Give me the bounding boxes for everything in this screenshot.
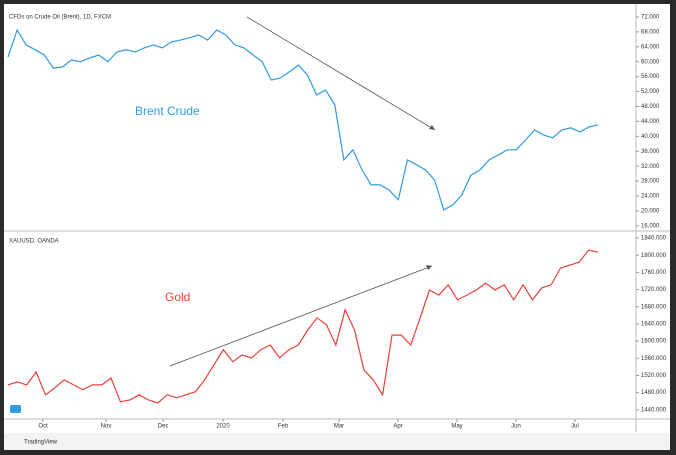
y-tick-label: 56.000 bbox=[641, 74, 660, 80]
y-tick-label: 72.000 bbox=[641, 15, 660, 21]
series-label: Gold bbox=[165, 290, 190, 304]
y-tick-label: 1520.000 bbox=[641, 373, 667, 379]
x-tick-label: Jun bbox=[511, 424, 521, 430]
y-tick-label: 32.000 bbox=[641, 164, 660, 170]
x-tick-label: Feb bbox=[278, 424, 289, 430]
y-tick-label: 1680.000 bbox=[641, 304, 667, 310]
x-tick-label: May bbox=[451, 424, 462, 430]
pane-title: XAUUSD, OANDA bbox=[9, 239, 59, 245]
y-tick-label: 48.000 bbox=[641, 104, 660, 110]
y-tick-label: 1840.000 bbox=[641, 236, 667, 242]
y-tick-label: 16.000 bbox=[641, 223, 660, 229]
logo bbox=[10, 405, 21, 413]
x-tick-label: Jul bbox=[571, 424, 579, 430]
arrow bbox=[246, 16, 436, 131]
y-tick-label: 1600.000 bbox=[641, 339, 667, 345]
y-tick-label: 1760.000 bbox=[641, 270, 667, 276]
x-tick-label: Oct bbox=[38, 424, 48, 430]
y-tick-label: 1440.000 bbox=[641, 407, 667, 413]
y-tick-label: 40.000 bbox=[641, 134, 660, 140]
y-tick-label: 1640.000 bbox=[641, 322, 667, 328]
y-tick-label: 28.000 bbox=[641, 179, 660, 185]
footer-bar bbox=[4, 433, 670, 450]
y-tick-label: 1480.000 bbox=[641, 390, 667, 396]
y-tick-label: 60.000 bbox=[641, 59, 660, 65]
y-tick-label: 64.000 bbox=[641, 44, 660, 50]
y-tick-label: 1560.000 bbox=[641, 356, 667, 362]
x-tick-label: 2020 bbox=[216, 424, 230, 430]
y-tick-label: 68.000 bbox=[641, 29, 660, 35]
y-tick-label: 24.000 bbox=[641, 194, 660, 200]
y-tick-label: 20.000 bbox=[641, 209, 660, 215]
price-line bbox=[7, 28, 599, 211]
x-tick-label: Apr bbox=[393, 424, 402, 430]
x-tick-label: Mar bbox=[334, 424, 344, 430]
pane-title: CFDs on Crude Oil (Brent), 1D, FXCM bbox=[9, 15, 111, 21]
price-line bbox=[7, 249, 599, 404]
y-tick-label: 1800.000 bbox=[641, 253, 667, 259]
y-tick-label: 52.000 bbox=[641, 89, 660, 95]
x-tick-label: Dec bbox=[158, 424, 169, 430]
chart-background bbox=[4, 4, 670, 450]
y-tick-label: 44.000 bbox=[641, 119, 660, 125]
arrow bbox=[169, 265, 433, 367]
series-label: Brent Crude bbox=[135, 104, 200, 118]
y-tick-label: 36.000 bbox=[641, 149, 660, 155]
y-tick-label: 1720.000 bbox=[641, 287, 667, 293]
footer-brand: TradingView bbox=[24, 440, 58, 446]
x-tick-label: Nov bbox=[101, 424, 112, 430]
